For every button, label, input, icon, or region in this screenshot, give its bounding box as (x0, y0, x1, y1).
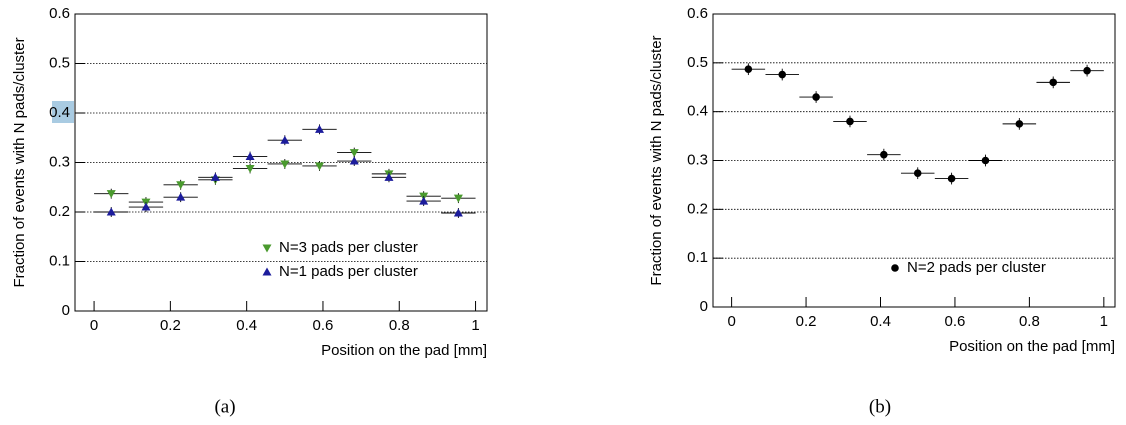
x-tick-label: 0.2 (160, 317, 181, 334)
y-tick-label: 0 (62, 302, 70, 319)
marker (453, 194, 463, 203)
y-tick-label: 0.2 (49, 203, 70, 220)
x-tick-label: 0.6 (313, 317, 334, 334)
caption: (b) (869, 396, 891, 417)
legend-label: N=1 pads per cluster (279, 263, 418, 280)
marker (846, 117, 854, 126)
x-tick-label: 0 (90, 317, 98, 334)
plot-frame (74, 13, 488, 312)
y-tick-label: 0.4 (49, 104, 70, 121)
plot-frame (712, 13, 1116, 308)
marker (349, 149, 359, 158)
marker (419, 196, 429, 205)
marker (947, 174, 956, 183)
marker (176, 181, 186, 190)
legend-marker (891, 264, 899, 272)
marker (913, 169, 922, 177)
y-tick-label: 0.3 (687, 151, 708, 168)
y-tick-label: 0.1 (49, 252, 70, 269)
x-tick-label: 0.8 (1019, 313, 1040, 330)
x-tick-label: 0.2 (796, 313, 817, 330)
marker (245, 164, 255, 173)
marker (812, 93, 820, 101)
legend-label: N=2 pads per cluster (907, 259, 1046, 276)
legend-marker (262, 244, 272, 253)
y-tick-label: 0.3 (49, 153, 70, 170)
marker (384, 172, 394, 181)
legend-label: N=3 pads per cluster (279, 239, 418, 256)
marker (280, 160, 290, 169)
x-axis-label: Position on the pad [mm] (949, 338, 1115, 355)
marker (315, 162, 325, 171)
marker (778, 70, 787, 79)
x-tick-label: 1 (1100, 313, 1108, 330)
y-tick-label: 0.1 (687, 249, 708, 266)
highlight (52, 101, 74, 123)
y-tick-label: 0.4 (687, 103, 708, 120)
x-tick-label: 0.8 (389, 317, 410, 334)
marker (1083, 66, 1091, 75)
y-tick-label: 0.6 (49, 5, 70, 22)
y-axis-label: Fraction of events with N pads/cluster (648, 35, 665, 285)
legend-marker (262, 267, 272, 276)
y-tick-label: 0.2 (687, 200, 708, 217)
marker (106, 207, 116, 216)
marker (176, 192, 186, 201)
marker (453, 208, 463, 217)
marker (349, 156, 359, 165)
marker (141, 202, 151, 211)
marker (315, 124, 325, 133)
marker (1015, 120, 1024, 128)
x-tick-label: 1 (471, 317, 479, 334)
x-tick-label: 0.6 (945, 313, 966, 330)
marker (1049, 78, 1058, 87)
y-tick-label: 0.5 (687, 54, 708, 71)
marker (106, 190, 116, 199)
marker (981, 156, 990, 165)
y-tick-label: 0.5 (49, 54, 70, 71)
marker (280, 135, 290, 144)
y-tick-label: 0.6 (687, 5, 708, 22)
marker (744, 65, 753, 73)
marker (245, 152, 255, 161)
x-axis-label: Position on the pad [mm] (321, 342, 487, 359)
x-tick-label: 0 (727, 313, 735, 330)
marker (880, 150, 888, 159)
x-tick-label: 0.4 (236, 317, 257, 334)
marker (210, 172, 220, 181)
caption: (a) (214, 396, 235, 417)
y-tick-label: 0 (700, 298, 708, 315)
y-axis-label: Fraction of events with N pads/cluster (11, 37, 28, 287)
x-tick-label: 0.4 (870, 313, 891, 330)
